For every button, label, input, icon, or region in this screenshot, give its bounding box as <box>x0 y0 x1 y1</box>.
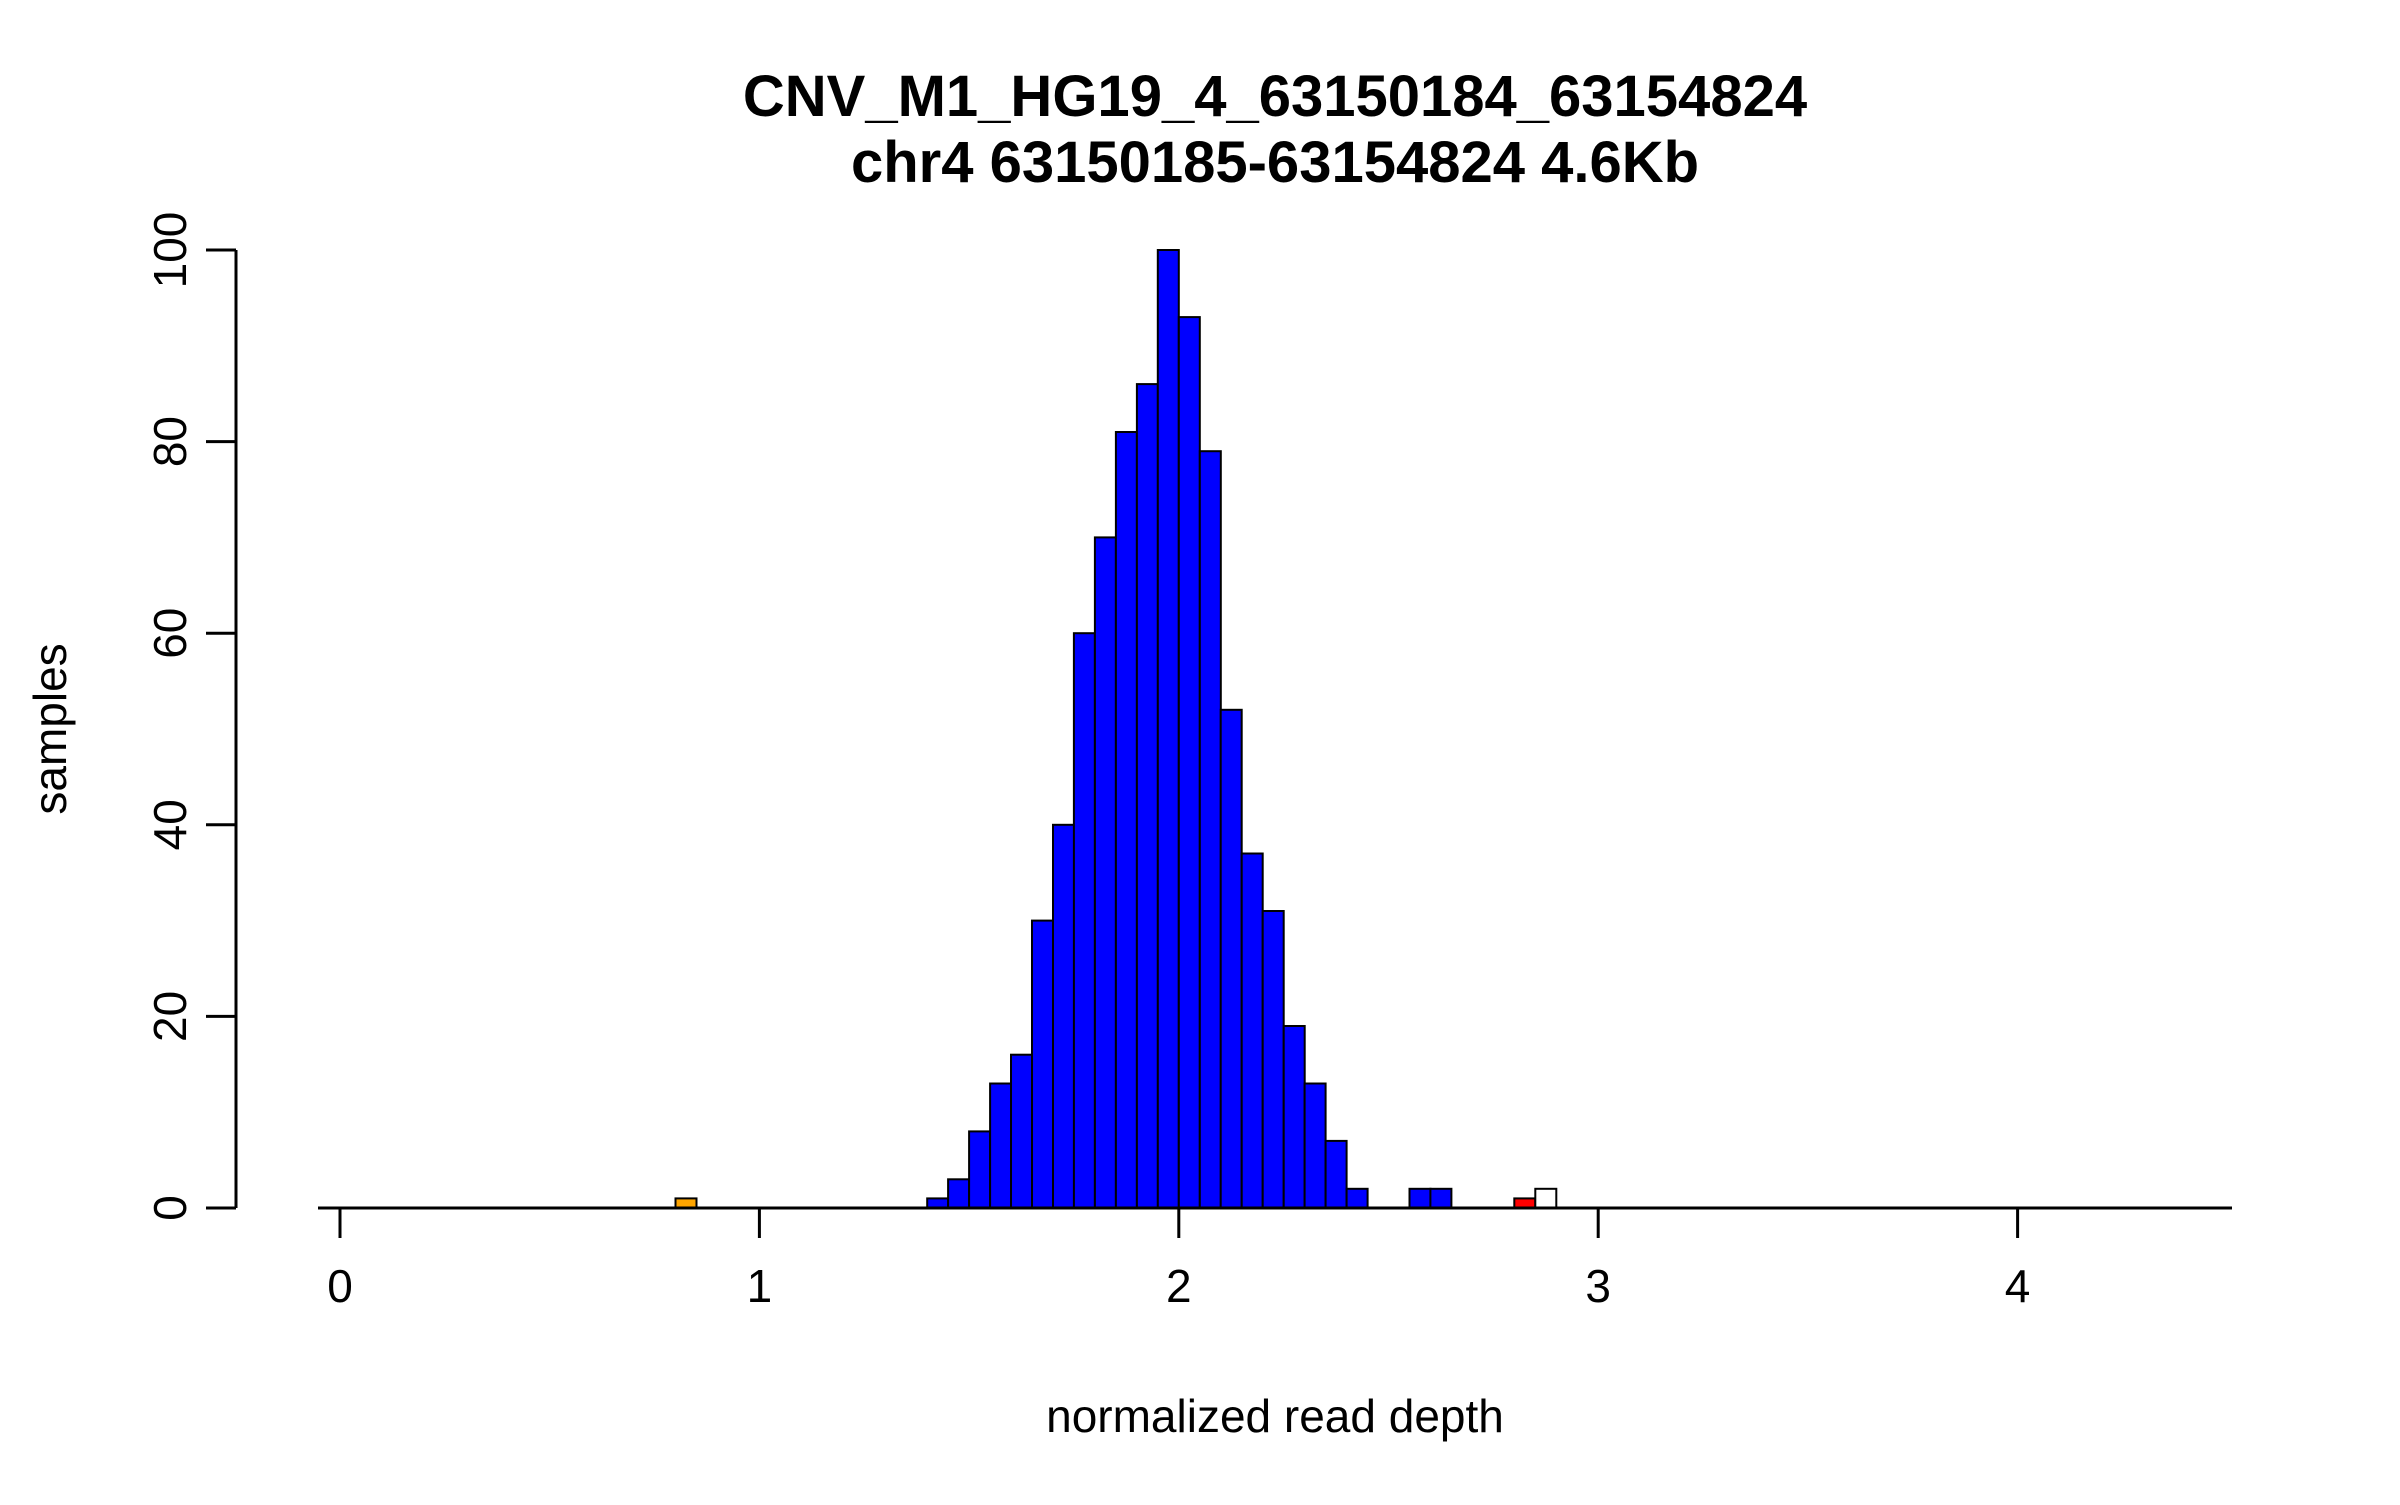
histogram-bar <box>1534 1187 1558 1210</box>
x-tick-label: 0 <box>327 1260 353 1312</box>
histogram-bar <box>1303 1082 1327 1209</box>
histogram-bar <box>1093 536 1117 1209</box>
histogram-bar <box>968 1130 992 1210</box>
histogram-bar <box>1156 249 1180 1209</box>
y-tick-label: 100 <box>144 212 196 289</box>
x-tick-label: 2 <box>1166 1260 1192 1312</box>
histogram-bar <box>1261 910 1285 1209</box>
histogram-bar <box>1282 1025 1306 1209</box>
histogram-bar <box>1135 383 1159 1210</box>
histogram-bars <box>674 249 1558 1210</box>
histogram-bar <box>989 1082 1013 1209</box>
histogram-bar <box>1219 708 1243 1209</box>
histogram-bar <box>1408 1187 1432 1210</box>
chart-title: CNV_M1_HG19_4_63150184_63154824 <box>743 64 1807 129</box>
y-tick-label: 40 <box>144 799 196 850</box>
histogram-bar <box>1072 632 1096 1209</box>
histogram-bar <box>1429 1187 1453 1210</box>
histogram-bar <box>1031 919 1054 1209</box>
x-tick-label: 1 <box>747 1260 773 1312</box>
y-tick-label: 80 <box>144 416 196 467</box>
x-axis-title: normalized read depth <box>1046 1390 1504 1442</box>
histogram-bar <box>1010 1053 1033 1209</box>
histogram-bar <box>1114 431 1138 1209</box>
histogram-bar <box>1052 823 1075 1209</box>
y-tick-label: 20 <box>144 991 196 1042</box>
y-tick-label: 60 <box>144 608 196 659</box>
histogram-bar <box>1324 1139 1348 1210</box>
histogram-bar <box>1240 852 1264 1209</box>
histogram-bar <box>1177 316 1201 1210</box>
chart-subtitle: chr4 63150185-63154824 4.6Kb <box>851 130 1699 195</box>
histogram-bar <box>1198 450 1222 1209</box>
x-tick-label: 3 <box>1585 1260 1611 1312</box>
histogram-bar <box>947 1178 971 1210</box>
y-axis-title: samples <box>24 643 76 814</box>
x-tick-label: 4 <box>2005 1260 2031 1312</box>
histogram-bar <box>1345 1187 1369 1210</box>
y-tick-label: 0 <box>144 1195 196 1221</box>
